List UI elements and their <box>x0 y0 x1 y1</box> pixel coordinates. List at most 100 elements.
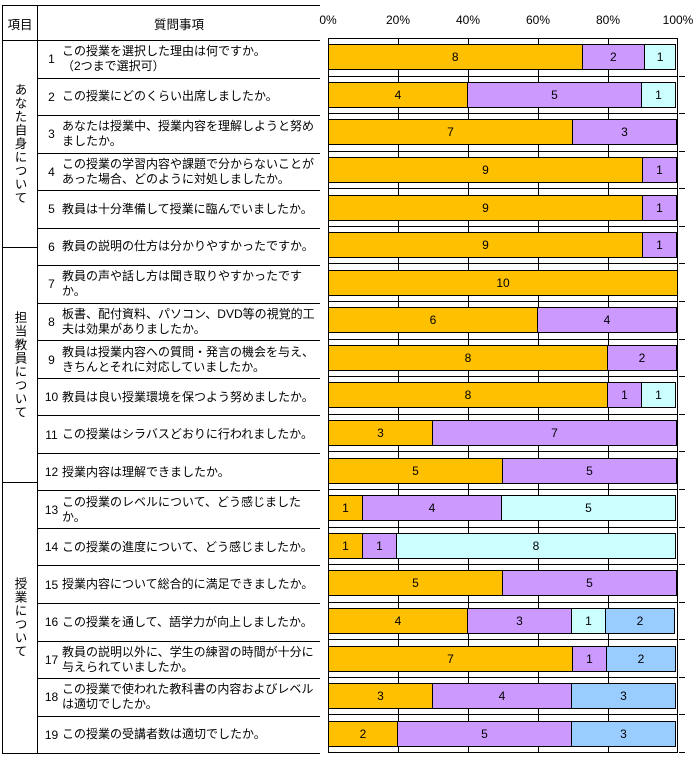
category-section-cell-2: 担当教員について <box>3 248 37 483</box>
question-header-label: 質問事項 <box>153 17 204 32</box>
bar-segment-cyan: 1 <box>641 81 676 108</box>
bar-segment-gold: 7 <box>328 645 573 672</box>
bar-segment-value: 3 <box>377 426 384 441</box>
bar-segment-purple: 4 <box>362 495 502 522</box>
stacked-bar: 8 2 1 <box>328 44 678 71</box>
bar-segment-purple: 7 <box>432 420 677 447</box>
bar-segment-value: 2 <box>638 350 646 365</box>
question-text: この授業の進度について、どう感じましたか。 <box>62 539 313 554</box>
question-number: 18 <box>44 690 59 705</box>
bar-segment-value: 4 <box>603 313 611 328</box>
question-row: 8 板書、配付資料、パソコン、DVD等の視覚的工夫は効果がありましたか。 <box>38 304 320 342</box>
bar-segment-value: 3 <box>620 726 627 741</box>
question-number: 5 <box>48 202 55 217</box>
question-number: 1 <box>48 52 55 67</box>
bar-segment-purple: 1 <box>642 194 677 221</box>
bar-segment-gold: 4 <box>328 607 468 634</box>
bar-segment-cyan: 8 <box>396 532 676 559</box>
question-text: 教員は良い授業環境を保つよう努めましたか。 <box>62 389 314 404</box>
bar-segment-value: 8 <box>451 50 459 65</box>
question-number: 17 <box>44 652 59 667</box>
question-number: 16 <box>44 615 59 630</box>
question-row: 11 この授業はシラバスどおりに行われましたか。 <box>38 416 320 454</box>
chart-row-q16: 4 3 1 2 <box>328 603 685 641</box>
question-number: 6 <box>48 239 55 254</box>
bar-segment-value: 8 <box>464 388 472 403</box>
bar-segment-value: 5 <box>481 726 488 741</box>
question-row: 17 教員の説明以外に、学生の練習の時間が十分に与えられていましたか。 <box>38 642 320 680</box>
category-section-label: 授業について <box>12 577 27 659</box>
chart-plot-area: 8 2 1 4 5 1 7 3 9 1 9 1 9 1 10 6 4 8 2 8 1 1 3 7 5 5 1 4 5 1 1 8 5 5 4 3 1 2 7… <box>328 38 685 753</box>
bar-segment-purple: 5 <box>467 81 642 108</box>
chart-row-q13: 1 4 5 <box>328 490 685 528</box>
question-text: 教員は十分準備して授業に臨んでいましたか。 <box>62 201 313 216</box>
stacked-bar: 2 5 3 <box>328 720 678 747</box>
bar-segment-purple: 2 <box>607 344 677 371</box>
bar-segment-gold: 3 <box>328 420 433 447</box>
question-text: この授業の学習内容や課題で分からないことがあった場合、どのように対処しましたか。 <box>62 156 315 186</box>
bar-segment-gold: 9 <box>328 232 643 259</box>
bar-segment-purple: 3 <box>572 119 677 146</box>
bar-segment-value: 5 <box>586 576 593 591</box>
question-text: 板書、配付資料、パソコン、DVD等の視覚的工夫は効果がありましたか。 <box>62 306 315 336</box>
value-axis: 0% 20% 40% 60% 80% 100% <box>319 13 693 28</box>
question-number: 10 <box>44 390 59 405</box>
bar-segment-gold: 1 <box>328 495 363 522</box>
question-row: 5 教員は十分準備して授業に臨んでいましたか。 <box>38 191 320 229</box>
question-text: この授業はシラバスどおりに行われましたか。 <box>62 427 314 442</box>
bar-segment-value: 4 <box>394 613 402 628</box>
axis-tick-label: 0% <box>319 13 337 27</box>
question-text: この授業を選択した理由は何ですか。 （2つまで選択可） <box>62 44 266 74</box>
question-row: 19 この授業の受講者数は適切でしたか。 <box>38 717 320 754</box>
question-number: 19 <box>44 727 59 742</box>
bar-segment-value: 1 <box>376 538 383 553</box>
bar-segment-value: 3 <box>620 689 627 704</box>
bar-segment-blue: 2 <box>605 607 675 634</box>
category-section-cell-3: 授業について <box>3 483 37 753</box>
category-header-cell: 項目 <box>3 6 37 41</box>
category-column: 項目 あなた自身について 担当教員について授業について <box>3 6 38 753</box>
bar-segment-purple: 5 <box>502 457 677 484</box>
bar-segment-value: 1 <box>586 651 593 666</box>
category-section-cell-1: あなた自身について <box>3 41 37 248</box>
bar-segment-purple: 1 <box>362 532 397 559</box>
bar-segment-purple: 2 <box>581 44 646 71</box>
question-number: 3 <box>48 127 55 142</box>
bar-segment-blue: 2 <box>606 645 676 672</box>
question-row: 16 この授業を通して、語学力が向上しましたか。 <box>38 604 320 642</box>
bar-segment-gold: 5 <box>328 457 503 484</box>
gridline-100pct <box>677 39 678 753</box>
bar-segment-gold: 9 <box>328 194 643 221</box>
question-row: 13 この授業のレベルについて、どう感じましたか。 <box>38 491 320 529</box>
question-text: この授業のレベルについて、どう感じましたか。 <box>62 494 302 524</box>
bar-segment-purple: 5 <box>397 720 572 747</box>
bar-segment-value: 4 <box>394 87 402 102</box>
stacked-bar: 8 1 1 <box>328 382 678 409</box>
axis-tick-label: 60% <box>525 13 551 27</box>
bar-segment-gold: 8 <box>328 382 608 409</box>
chart-row-q1: 8 2 1 <box>328 39 685 77</box>
chart-row-q2: 4 5 1 <box>328 77 685 115</box>
question-row: 3 あなたは授業中、授業内容を理解しようと努めましたか。 <box>38 116 320 154</box>
bar-segment-purple: 1 <box>572 645 607 672</box>
bar-segment-value: 1 <box>342 501 349 516</box>
question-row: 4 この授業の学習内容や課題で分からないことがあった場合、どのように対処しましたか… <box>38 154 320 192</box>
stacked-bar: 10 <box>328 269 678 296</box>
question-text: この授業の受講者数は適切でしたか。 <box>62 727 266 742</box>
bar-segment-gold: 9 <box>328 157 643 184</box>
question-row: 7 教員の声や話し方は聞き取りやすかったですか。 <box>38 266 320 304</box>
stacked-bar: 1 1 8 <box>328 532 678 559</box>
bar-segment-gold: 8 <box>328 44 583 71</box>
stacked-bar: 4 3 1 2 <box>328 607 678 634</box>
question-text: 授業内容は理解できましたか。 <box>62 464 230 479</box>
bar-segment-value: 5 <box>412 576 419 591</box>
bar-segment-blue: 3 <box>571 683 676 710</box>
question-number: 12 <box>44 465 59 480</box>
